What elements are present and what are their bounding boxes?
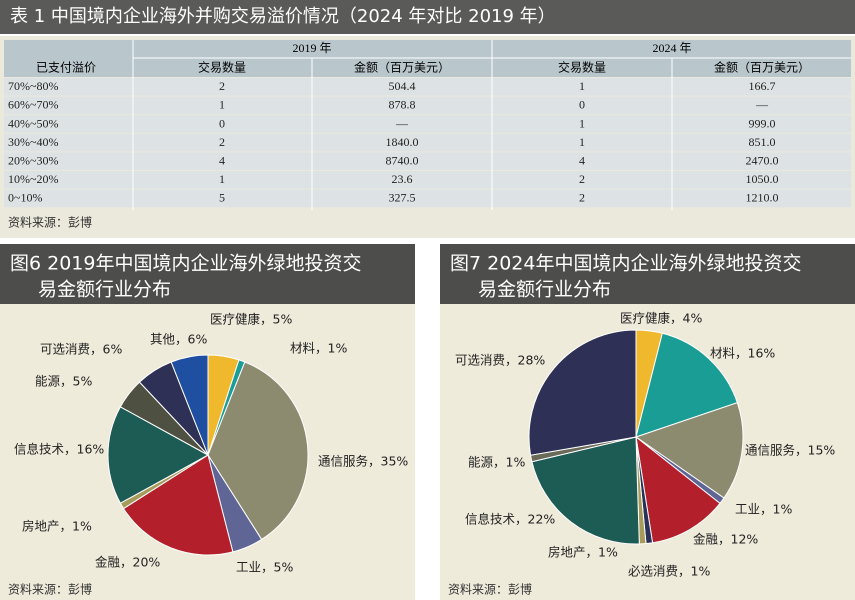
pie-slice xyxy=(207,361,309,541)
table-cell: 40%~50% xyxy=(8,116,58,130)
slice-label: 工业，5% xyxy=(236,560,293,575)
table-row xyxy=(4,96,851,115)
chart-source: 资料来源：彭博 xyxy=(8,582,92,597)
table-cell: 1840.0 xyxy=(386,135,419,149)
chart-title: 易金额行业分布 xyxy=(38,279,171,301)
table-cell: 1210.0 xyxy=(746,191,779,205)
slice-label: 信息技术，22% xyxy=(465,512,555,527)
slice-label: 通信服务，15% xyxy=(745,443,835,458)
table-cell: 504.4 xyxy=(389,79,416,93)
table-cell: 0~10% xyxy=(8,191,43,205)
slice-label: 工业，1% xyxy=(735,502,792,517)
table-cell: 4 xyxy=(579,153,585,167)
slice-label: 其他，6% xyxy=(150,332,207,347)
slice-label: 医疗健康，4% xyxy=(620,311,702,326)
table-cell: 1050.0 xyxy=(746,172,779,186)
table-title: 表 1 中国境内企业海外并购交易溢价情况（2024 年对比 2019 年） xyxy=(10,6,556,27)
column-header: 交易数量 xyxy=(198,60,246,75)
column-header: 金额（百万美元） xyxy=(714,60,810,75)
table-cell: 4 xyxy=(219,153,225,167)
slice-label: 必选消费，1% xyxy=(628,564,710,579)
table-cell: 1 xyxy=(219,172,225,186)
table-cell: — xyxy=(755,98,769,112)
pie-slice xyxy=(528,329,637,456)
table-cell: 1 xyxy=(579,135,585,149)
table-cell: 2 xyxy=(579,172,585,186)
slice-label: 材料，16% xyxy=(710,346,775,361)
table-cell: 2 xyxy=(219,79,225,93)
group-header: 2019 年 xyxy=(292,41,331,55)
table-cell: 10%~20% xyxy=(8,172,58,186)
slice-label: 能源，5% xyxy=(35,374,92,389)
table-cell: 70%~80% xyxy=(8,79,58,93)
table-row xyxy=(4,78,851,96)
table-row xyxy=(4,189,851,208)
slice-label: 可选消费，6% xyxy=(40,342,122,357)
table-cell: 878.8 xyxy=(389,98,416,112)
table-row xyxy=(4,171,851,189)
table-cell: 8740.0 xyxy=(386,153,419,167)
pie-slice xyxy=(107,406,210,504)
chart-source: 资料来源：彭博 xyxy=(448,582,532,597)
table-cell: 2 xyxy=(579,191,585,205)
table-row xyxy=(4,152,851,170)
slice-label: 房地产，1% xyxy=(22,519,92,534)
table-cell: 1 xyxy=(579,116,585,130)
pie-slice xyxy=(635,435,721,544)
table-cell: 851.0 xyxy=(749,135,776,149)
chart-title: 易金额行业分布 xyxy=(478,279,611,301)
slice-label: 金融，20% xyxy=(95,555,160,570)
pie-slice xyxy=(634,402,744,499)
table-row xyxy=(4,133,851,152)
table-cell: 1 xyxy=(219,98,225,112)
table-cell: 2470.0 xyxy=(746,153,779,167)
chart-title-bar xyxy=(440,244,855,304)
table-cell: 30%~40% xyxy=(8,135,58,149)
table-cell: 0 xyxy=(579,98,585,112)
slice-label: 材料，1% xyxy=(290,341,347,356)
slice-label: 金融，12% xyxy=(693,532,758,547)
table-source: 资料来源：彭博 xyxy=(8,215,92,230)
column-header: 已支付溢价 xyxy=(36,61,96,75)
pie-slice xyxy=(531,436,640,545)
table-cell: 999.0 xyxy=(749,116,776,130)
chart-title: 图7 2024年中国境内企业海外绿地投资交 xyxy=(450,253,801,275)
pie-slice xyxy=(170,354,209,456)
table-title-bar xyxy=(0,0,855,34)
table-cell: 1 xyxy=(579,79,585,93)
table-cell: 60%~70% xyxy=(8,98,58,112)
slice-label: 通信服务，35% xyxy=(318,454,408,469)
table-row xyxy=(4,115,851,133)
table-cell: 5 xyxy=(219,191,225,205)
table-cell: 0 xyxy=(219,116,225,130)
pie-slice xyxy=(122,454,234,556)
chart-title: 图6 2019年中国境内企业海外绿地投资交 xyxy=(10,253,361,275)
column-header: 金额（百万美元） xyxy=(354,60,450,75)
slice-label: 医疗健康，5% xyxy=(210,312,292,327)
table-cell: 327.5 xyxy=(389,191,416,205)
slice-label: 房地产，1% xyxy=(548,545,618,560)
chart-title-bar xyxy=(0,244,415,304)
slice-label: 可选消费，28% xyxy=(455,353,545,368)
table-cell: 23.6 xyxy=(392,172,413,186)
slice-label: 能源，1% xyxy=(468,455,525,470)
table-cell: 166.7 xyxy=(749,79,776,93)
column-header: 交易数量 xyxy=(558,60,606,75)
table-cell: 20%~30% xyxy=(8,153,58,167)
group-header: 2024 年 xyxy=(652,41,691,55)
table-cell: 2 xyxy=(219,135,225,149)
slice-label: 信息技术，16% xyxy=(14,442,104,457)
table-cell: — xyxy=(395,116,409,130)
